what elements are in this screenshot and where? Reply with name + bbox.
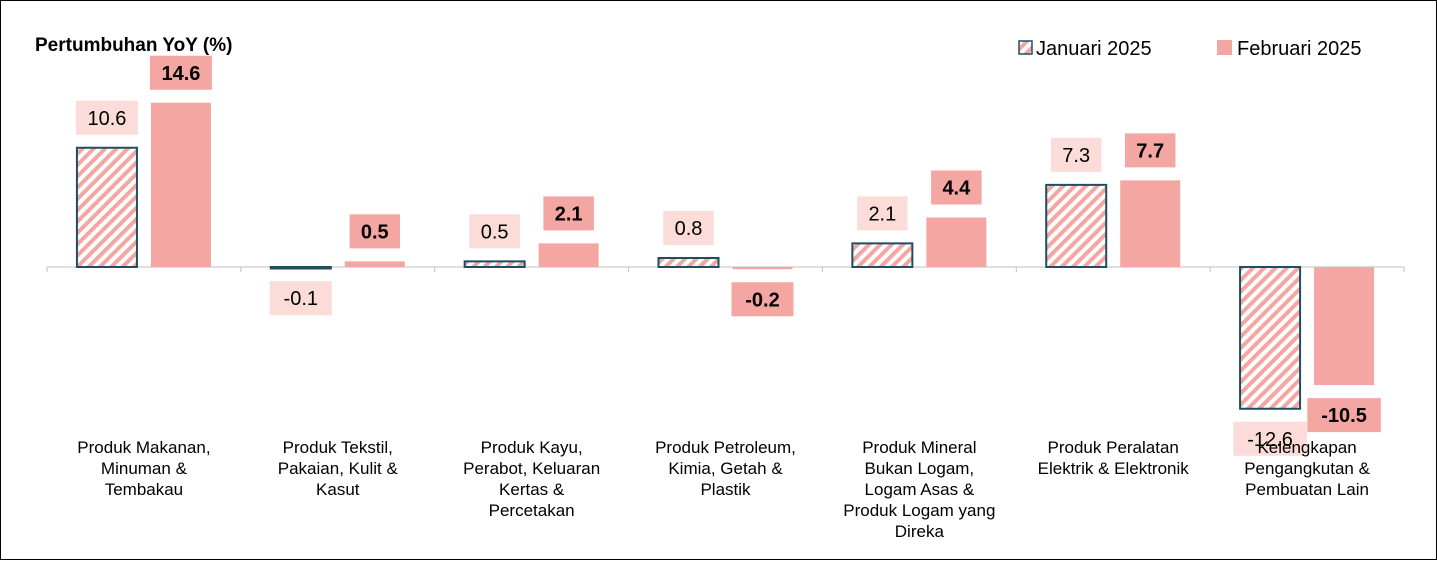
x-tick-label-line: Elektrik & Elektronik xyxy=(1038,459,1190,478)
data-label-januari-2025: 0.5 xyxy=(469,214,520,249)
x-tick-label-line: Bukan Logam, xyxy=(865,459,975,478)
data-label-januari-2025-text: 2.1 xyxy=(868,203,896,225)
chart-title: Pertumbuhan YoY (%) xyxy=(35,35,232,56)
x-tick-label-line: Percetakan xyxy=(489,501,575,520)
x-tick-label: Produk Makanan, Minuman & Tembakau xyxy=(77,438,210,499)
x-tick-label-line: Pembuatan Lain xyxy=(1245,480,1369,499)
data-label-februari-2025-bg xyxy=(731,282,794,317)
x-tick-label-line: Produk Kayu, xyxy=(481,438,583,457)
data-label-januari-2025: -12.6 xyxy=(1233,421,1307,456)
x-tick-label-line: Kasut xyxy=(316,480,360,499)
data-label-februari-2025: 7.7 xyxy=(1124,133,1176,168)
bar-januari-2025 xyxy=(1045,183,1108,268)
legend-label-februari-2025: Februari 2025 xyxy=(1237,38,1362,60)
data-label-januari-2025-bg xyxy=(469,214,520,249)
data-label-januari-2025: 0.8 xyxy=(663,211,714,245)
data-label-februari-2025-text: 7.7 xyxy=(1136,140,1164,162)
data-label-januari-2025: 2.1 xyxy=(857,196,908,231)
bar-februari-2025 xyxy=(538,243,599,267)
data-label-januari-2025-bg xyxy=(269,281,332,316)
x-tick-label-line: Produk Petroleum, xyxy=(655,438,796,457)
x-tick-label: Produk Tekstil, Pakaian, Kulit & Kasut xyxy=(278,438,399,499)
x-tick-label-line: Direka xyxy=(895,522,945,541)
x-tick-label-line: Pakaian, Kulit & xyxy=(278,459,399,478)
data-label-januari-2025-bg xyxy=(75,100,138,135)
data-label-februari-2025-text: 2.1 xyxy=(555,203,583,225)
data-label-februari-2025: 2.1 xyxy=(543,196,594,231)
x-tick-label-line: Perabot, Keluaran xyxy=(463,459,600,478)
bar-januari-2025 xyxy=(1239,266,1302,410)
data-label-januari-2025-text: 10.6 xyxy=(87,108,126,130)
data-label-februari-2025-bg xyxy=(149,55,212,90)
x-tick-label: Produk Mineral Bukan Logam, Logam Asas & Pr… xyxy=(843,438,995,541)
data-label-februari-2025: 4.4 xyxy=(931,170,982,205)
x-tick-label: Produk Peralatan Elektrik & Elektronik xyxy=(1038,438,1190,478)
legend-swatch-februari-2025 xyxy=(1217,40,1232,55)
legend-label-januari-2025: Januari 2025 xyxy=(1036,38,1152,60)
bar-januari-2025 xyxy=(463,260,526,268)
legend-swatch-januari-2025 xyxy=(1018,40,1033,55)
data-label-februari-2025-text: 14.6 xyxy=(161,63,200,85)
bar-januari-2025 xyxy=(269,266,332,270)
bar-februari-2025 xyxy=(344,261,405,267)
data-label-januari-2025-text: 0.8 xyxy=(675,218,703,240)
data-label-januari-2025: 7.3 xyxy=(1050,137,1102,172)
data-label-februari-2025-text: 4.4 xyxy=(942,178,971,200)
data-label-januari-2025-text: 0.5 xyxy=(481,221,509,243)
data-label-januari-2025-text: -0.1 xyxy=(284,288,318,310)
x-tick-label-line: Kelengkapan xyxy=(1257,438,1356,457)
data-label-februari-2025: 14.6 xyxy=(149,55,212,90)
x-tick-label-line: Produk Logam yang xyxy=(843,501,995,520)
data-label-januari-2025-bg xyxy=(857,196,908,231)
x-tick-label-line: Minuman & xyxy=(101,459,188,478)
data-label-februari-2025-bg xyxy=(931,170,982,205)
data-label-februari-2025-bg xyxy=(543,196,594,231)
data-label-februari-2025-text: -10.5 xyxy=(1321,405,1367,427)
data-label-januari-2025-text: -12.6 xyxy=(1247,429,1293,451)
data-label-januari-2025-bg xyxy=(1050,137,1102,172)
x-tick-label-line: Produk Mineral xyxy=(862,438,976,457)
bar-januari-2025 xyxy=(657,257,720,268)
bar-februari-2025 xyxy=(926,217,987,267)
bar-februari-2025 xyxy=(1314,267,1375,386)
data-label-februari-2025: 0.5 xyxy=(349,214,401,249)
x-tick-label-line: Produk Tekstil, xyxy=(283,438,393,457)
x-tick-label: Produk Petroleum, Kimia, Getah & Plastik xyxy=(655,438,796,499)
data-label-januari-2025-text: 7.3 xyxy=(1062,145,1090,167)
x-tick-label-line: Logam Asas & xyxy=(865,480,975,499)
bar-februari-2025 xyxy=(1120,180,1181,267)
bar-januari-2025 xyxy=(75,146,138,268)
x-tick-label-line: Plastik xyxy=(700,480,751,499)
data-label-januari-2025-bg xyxy=(663,211,714,245)
data-label-februari-2025-text: 0.5 xyxy=(361,221,389,243)
x-tick-label: Kelengkapan Pengangkutan & Pembuatan Lain xyxy=(1244,438,1370,499)
data-label-februari-2025-bg xyxy=(1307,398,1381,433)
x-tick-label-line: Kertas & xyxy=(499,480,565,499)
legend: Januari 2025 Februari 2025 xyxy=(1018,38,1362,60)
data-label-februari-2025-bg xyxy=(1124,133,1176,168)
x-tick-label-line: Pengangkutan & xyxy=(1244,459,1370,478)
x-tick-label-line: Kimia, Getah & xyxy=(668,459,783,478)
data-label-februari-2025-text: -0.2 xyxy=(745,289,779,311)
data-label-januari-2025: 10.6 xyxy=(75,100,138,135)
x-tick-label-line: Produk Peralatan xyxy=(1048,438,1179,457)
bar-februari-2025 xyxy=(150,102,211,267)
data-label-februari-2025: -0.2 xyxy=(731,282,794,317)
x-tick-label-line: Produk Makanan, xyxy=(77,438,210,457)
bar-januari-2025 xyxy=(851,242,914,268)
bar-februari-2025 xyxy=(732,267,793,270)
x-tick-label-line: Tembakau xyxy=(105,480,183,499)
data-label-februari-2025: -10.5 xyxy=(1307,398,1381,433)
x-tick-label: Produk Kayu, Perabot, Keluaran Kertas & Per… xyxy=(463,438,600,520)
data-label-februari-2025-bg xyxy=(349,214,401,249)
data-label-januari-2025-bg xyxy=(1233,421,1307,456)
data-label-januari-2025: -0.1 xyxy=(269,281,332,316)
